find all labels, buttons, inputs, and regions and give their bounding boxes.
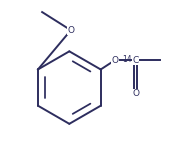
Text: O: O — [67, 26, 74, 35]
Text: C: C — [133, 56, 139, 65]
Text: 14: 14 — [123, 55, 132, 64]
Text: O: O — [111, 56, 118, 65]
Text: O: O — [132, 89, 139, 98]
